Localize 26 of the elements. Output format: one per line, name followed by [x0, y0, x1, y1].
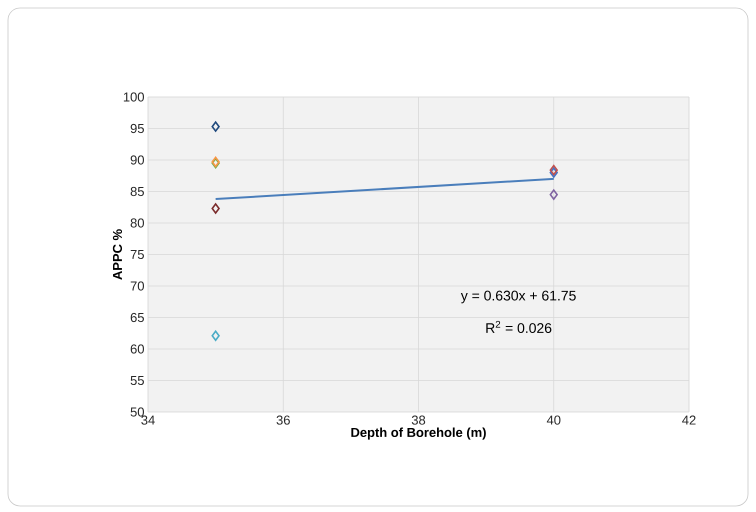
y-tick-label: 100: [124, 92, 144, 102]
x-tick-label: 42: [682, 416, 696, 425]
x-tick-label: 36: [276, 416, 290, 425]
y-tick-label: 95: [130, 124, 144, 134]
point: [550, 164, 558, 176]
y-tick-label: 85: [130, 186, 144, 196]
point: [211, 330, 220, 342]
y-tick-label: 50: [130, 407, 144, 417]
point: [550, 189, 558, 200]
y-axis-title: APPC %: [112, 229, 122, 280]
y-tick-label: 90: [130, 155, 144, 165]
x-tick-label: 40: [546, 416, 560, 425]
y-tick-label: 75: [130, 250, 144, 260]
y-tick-label: 65: [130, 312, 144, 322]
y-tick-label: 60: [130, 344, 144, 354]
y-tick-label: 55: [130, 376, 144, 385]
point: [550, 167, 558, 178]
point: [211, 203, 220, 214]
point: [211, 121, 220, 132]
y-tick-label: 70: [130, 281, 144, 291]
x-axis-title: Depth of Borehole (m): [351, 428, 486, 440]
annotation: y = 0.630x + 61.75: [460, 290, 576, 304]
x-tick-label: 38: [412, 416, 426, 425]
x-tick-label: 34: [141, 416, 155, 425]
y-tick-label: 80: [130, 218, 144, 228]
annotation: R$^{2}$ = 0.026: [486, 320, 552, 334]
